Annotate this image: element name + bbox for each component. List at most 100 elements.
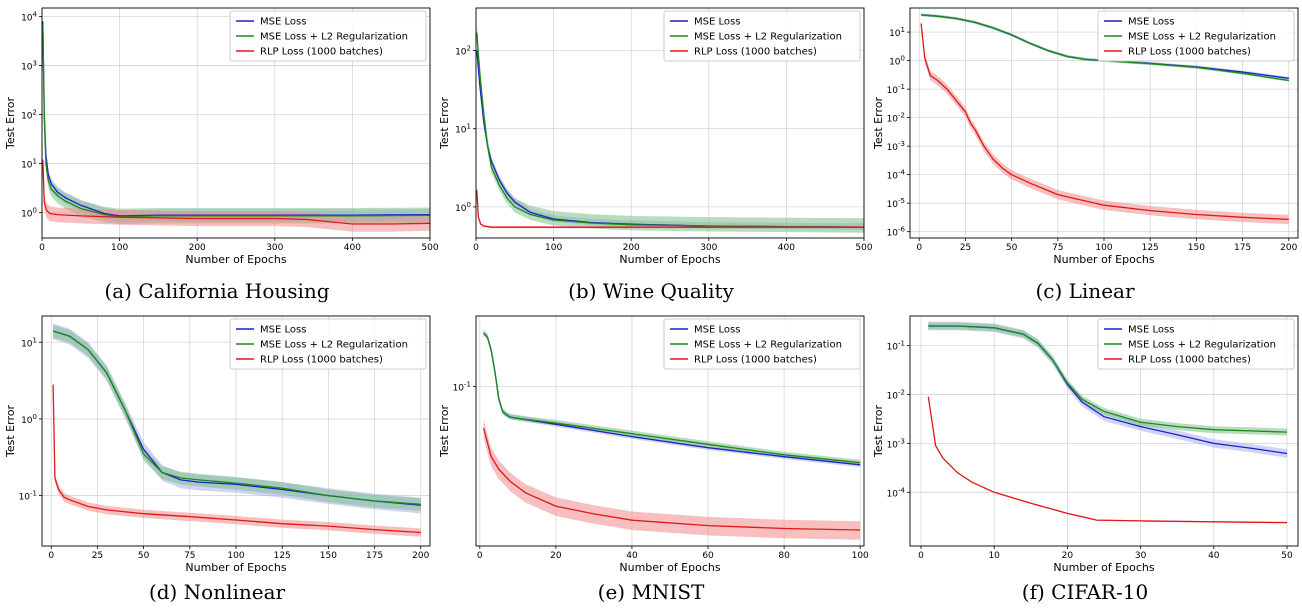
x-tick-label: 400 [344,243,361,253]
panel-mnist: 0 20 40 60 80 100 10-1 Number of Epochs Test Err… [434,308,869,616]
x-tick-label: 10 [988,551,1000,561]
y-tick-label: 103 [21,60,37,73]
plot-frame [909,315,1299,547]
x-tick-label: 100 [1095,243,1112,253]
legend-label-rlp: RLP Loss (1000 batches) [694,355,817,366]
series-line-rlp [476,189,864,228]
legend: MSE Loss MSE Loss + L2 Regularization RLP … [663,10,861,62]
x-axis-label: Number of Epochs [619,561,720,574]
y-tick-label: 102 [21,109,37,122]
legend-label-mse_l2: MSE Loss + L2 Regularization [694,340,842,351]
x-tick-label: 200 [189,243,206,253]
chart-nonlinear: 0 25 50 75 100 125 150 175 200 10-1 100 101 Number o… [4,315,431,574]
panel-california-housing: 0 100 200 300 400 500 100 101 102 103 104 Number of… [0,0,439,308]
x-tick-label: 300 [700,243,717,253]
legend-box [1097,318,1295,370]
band-mse_l2 [42,16,431,225]
y-tick-label: 102 [455,45,471,58]
x-tick-label: 75 [1052,243,1063,253]
chart-cifar-10: 0 10 20 30 40 50 10-4 10-3 10-2 10-1 Number of Epo… [872,315,1299,574]
x-tick-label: 175 [1234,243,1251,253]
x-tick-label: 50 [1006,243,1018,253]
x-tick-label: 150 [1188,243,1205,253]
x-axis-label: Number of Epochs [185,561,286,574]
x-tick-label: 100 [852,551,869,561]
legend-label-rlp: RLP Loss (1000 batches) [1128,355,1251,366]
band-rlp [483,419,861,540]
series-line-rlp [52,384,421,534]
y-tick-label: 101 [889,26,905,39]
legend-label-mse: MSE Loss [694,325,740,336]
series-line-mse_l2 [476,32,865,228]
legend-box [663,10,861,62]
band-mse_l2 [53,325,421,511]
x-tick-label: 0 [473,243,479,253]
y-tick-label: 10-4 [887,486,906,499]
x-tick-label: 20 [550,551,562,561]
chart-linear: 0 25 50 75 100 125 150 175 200 10-6 10-5 10-4 10-3 10… [872,7,1299,266]
series-line-rlp [482,428,861,531]
x-tick-label: 25 [960,243,971,253]
y-axis-label: Test Error [4,97,17,150]
legend-label-mse_l2: MSE Loss + L2 Regularization [260,32,408,43]
panel-cifar-10: 0 10 20 30 40 50 10-4 10-3 10-2 10-1 Number of Epo… [868,308,1302,616]
band-mse [476,46,864,231]
y-tick-label: 101 [21,157,37,170]
y-tick-label: 100 [889,55,905,68]
y-tick-label: 101 [455,123,471,136]
legend: MSE Loss MSE Loss + L2 Regularization RLP … [229,10,427,62]
x-tick-label: 175 [366,551,383,561]
series-line-mse_l2 [42,24,431,218]
legend-label-mse_l2: MSE Loss + L2 Regularization [694,32,842,43]
x-tick-label: 0 [918,551,924,561]
legend-label-mse: MSE Loss [1128,325,1174,336]
caption: (c) Linear [1035,279,1135,303]
x-tick-label: 125 [1142,243,1159,253]
x-tick-label: 0 [48,551,54,561]
series-line-mse [476,50,865,228]
x-tick-label: 50 [138,551,150,561]
caption: (b) Wine Quality [568,279,734,303]
caption: (e) MNIST [597,580,705,604]
y-tick-label: 10-1 [887,83,905,96]
legend-box [229,10,427,62]
x-tick-label: 0 [916,243,922,253]
x-tick-label: 0 [39,243,45,253]
band-rlp [42,152,431,232]
band-rlp [53,380,421,537]
panel-wine-quality: 0 100 200 300 400 500 100 101 102 Number of Epoch… [434,0,873,308]
y-tick-label: 101 [21,336,37,349]
panel-linear: 0 25 50 75 100 125 150 175 200 10-6 10-5 10-4 10-3 10… [868,0,1302,308]
legend: MSE Loss MSE Loss + L2 Regularization RLP … [229,318,427,370]
y-tick-label: 10-5 [887,197,905,210]
band-mse_l2 [483,330,861,465]
y-tick-label: 10-4 [887,169,906,182]
x-axis-label: Number of Epochs [185,253,286,266]
legend-box [1097,10,1295,62]
x-axis-label: Number of Epochs [1053,253,1154,266]
plot-frame [475,7,865,239]
x-tick-label: 40 [1208,551,1220,561]
y-axis-label: Test Error [438,97,451,150]
panel-nonlinear: 0 25 50 75 100 125 150 175 200 10-1 100 101 Number o… [0,308,434,616]
x-tick-label: 500 [855,243,872,253]
legend-label-mse: MSE Loss [260,17,306,28]
x-tick-label: 100 [545,243,562,253]
x-tick-label: 300 [266,243,283,253]
x-tick-label: 500 [421,243,438,253]
x-tick-label: 100 [111,243,128,253]
series-line-rlp [42,159,431,225]
x-tick-label: 200 [1280,243,1297,253]
series-line-mse_l2 [921,14,1289,82]
series-line-rlp [920,23,1289,221]
plot-frame [41,7,431,239]
y-tick-label: 10-1 [453,380,471,393]
legend-label-rlp: RLP Loss (1000 batches) [260,355,383,366]
band-mse [928,321,1287,458]
y-tick-label: 104 [21,11,37,24]
y-tick-label: 10-1 [19,490,37,503]
plot-frame [475,315,865,547]
x-tick-label: 200 [412,551,429,561]
band-rlp [921,18,1289,225]
x-tick-label: 20 [1062,551,1074,561]
